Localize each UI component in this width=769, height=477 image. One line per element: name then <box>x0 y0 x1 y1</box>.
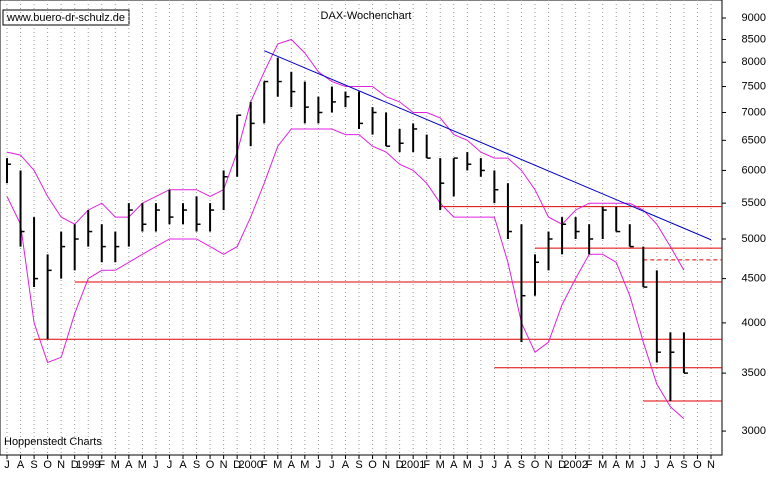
x-tick-label: O <box>368 459 377 471</box>
x-tick-label: D <box>396 459 404 471</box>
upper-band <box>6 38 685 271</box>
x-tick-label: N <box>57 459 65 471</box>
x-tick-label: J <box>492 459 498 471</box>
x-tick-label: S <box>193 459 200 471</box>
y-tick-label: 4500 <box>742 273 766 285</box>
x-tick-label: A <box>667 459 675 471</box>
y-tick-label: 6500 <box>742 134 766 146</box>
x-tick-label: J <box>478 459 484 471</box>
x-tick-label: S <box>680 459 687 471</box>
x-tick-label: S <box>355 459 362 471</box>
y-tick-label: 8000 <box>742 56 766 68</box>
y-tick-label: 5000 <box>742 233 766 245</box>
x-tick-label: N <box>707 459 715 471</box>
x-tick-label: A <box>125 459 133 471</box>
url-box <box>2 9 130 26</box>
x-tick-label: M <box>138 459 147 471</box>
plot-frame <box>0 0 723 456</box>
x-tick-label: A <box>342 459 350 471</box>
x-tick-label: M <box>111 459 120 471</box>
x-tick-label: J <box>654 459 660 471</box>
x-tick-label: F <box>261 459 268 471</box>
x-tick-label: 1999 <box>76 459 100 471</box>
y-tick-label: 7500 <box>742 80 766 92</box>
x-tick-label: J <box>153 459 159 471</box>
y-tick-label: 8500 <box>742 33 766 45</box>
x-tick-label: J <box>167 459 173 471</box>
x-tick-label: M <box>436 459 445 471</box>
x-tick-label: A <box>613 459 621 471</box>
x-tick-label: D <box>71 459 79 471</box>
x-tick-label: O <box>43 459 52 471</box>
x-tick-label: A <box>504 459 512 471</box>
x-tick-label: J <box>329 459 335 471</box>
x-tick-label: F <box>586 459 593 471</box>
x-tick-label: M <box>300 459 309 471</box>
x-tick-label: N <box>382 459 390 471</box>
lower-band <box>6 128 685 420</box>
y-tick-label: 3000 <box>742 425 766 437</box>
x-tick-label: F <box>98 459 105 471</box>
x-tick-label: M <box>598 459 607 471</box>
trendline <box>264 50 712 241</box>
x-tick-label: M <box>273 459 282 471</box>
x-tick-label: 2002 <box>563 459 587 471</box>
y-tick-label: 6000 <box>742 164 766 176</box>
credit: Hoppenstedt Charts <box>4 436 102 448</box>
y-tick-label: 3500 <box>742 367 766 379</box>
x-tick-label: O <box>206 459 215 471</box>
x-tick-label: A <box>179 459 187 471</box>
x-tick-label: A <box>17 459 25 471</box>
x-tick-label: S <box>518 459 525 471</box>
x-tick-label: F <box>423 459 430 471</box>
x-tick-label: 2001 <box>401 459 425 471</box>
x-tick-label: S <box>30 459 37 471</box>
x-tick-label: J <box>316 459 322 471</box>
x-tick-label: J <box>641 459 647 471</box>
x-tick-label: N <box>220 459 228 471</box>
source-url: www.buero-dr-schulz.de <box>6 12 125 24</box>
x-tick-label: A <box>450 459 458 471</box>
x-tick-label: A <box>288 459 296 471</box>
y-tick-label: 7000 <box>742 106 766 118</box>
x-tick-label: D <box>233 459 241 471</box>
x-tick-label: M <box>625 459 634 471</box>
x-tick-label: J <box>4 459 10 471</box>
x-tick-label: O <box>693 459 702 471</box>
x-tick-label: N <box>545 459 553 471</box>
chart-title: DAX-Wochenchart <box>321 10 412 22</box>
y-tick-label: 9000 <box>742 12 766 24</box>
x-tick-label: O <box>531 459 540 471</box>
y-tick-label: 4000 <box>742 317 766 329</box>
y-tick-label: 5500 <box>742 197 766 209</box>
x-tick-label: 2000 <box>238 459 262 471</box>
x-tick-label: D <box>558 459 566 471</box>
x-tick-label: M <box>463 459 472 471</box>
